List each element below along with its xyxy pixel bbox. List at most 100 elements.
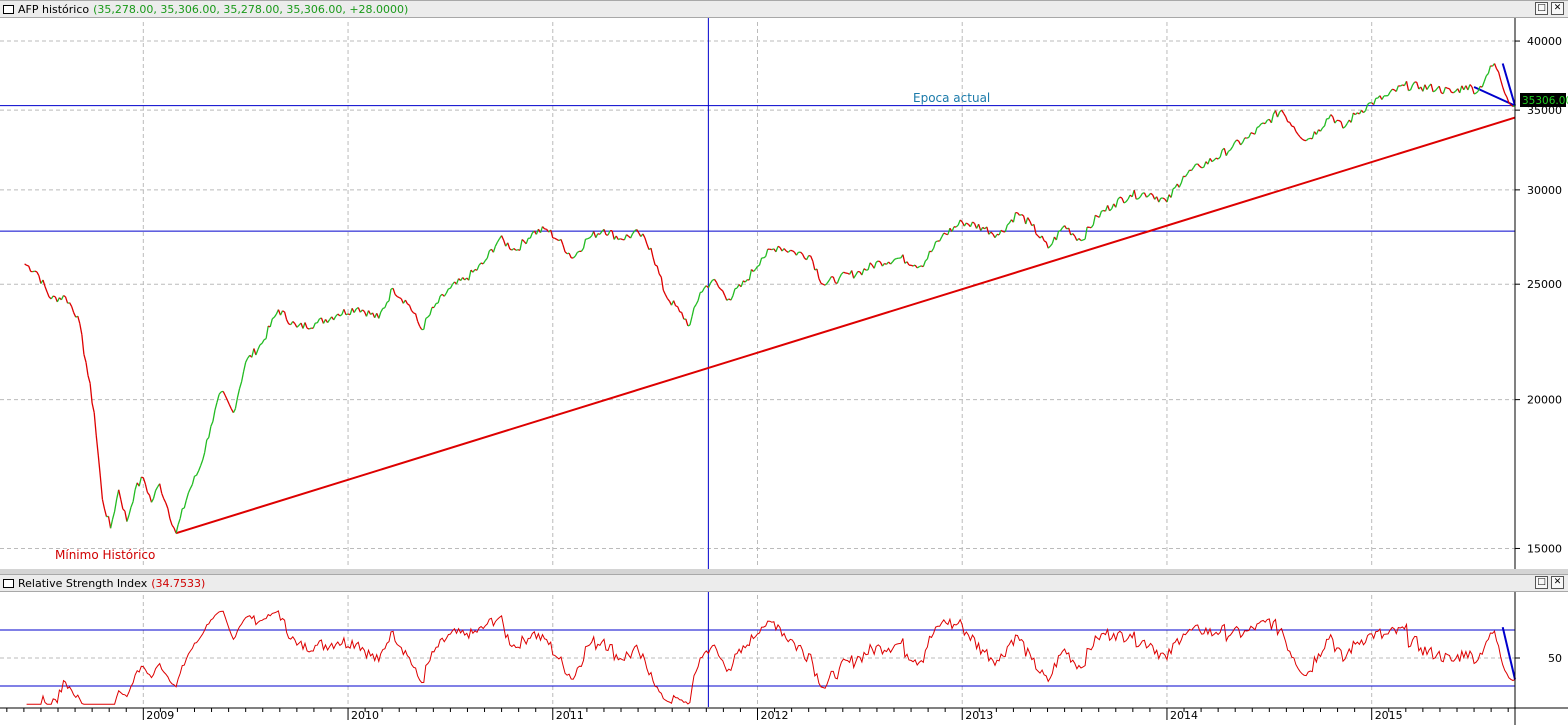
price-segment (1036, 234, 1038, 236)
price-segment (1431, 84, 1433, 92)
price-segment (135, 483, 137, 490)
rsi-pane-menu-icon[interactable] (3, 579, 14, 588)
price-segment (923, 261, 925, 267)
price-segment (1048, 246, 1050, 248)
price-segment (82, 335, 84, 354)
price-segment (563, 245, 565, 252)
price-segment (1018, 213, 1020, 216)
price-segment (102, 499, 104, 508)
price-segment (1331, 115, 1333, 117)
price-segment (1306, 139, 1308, 141)
price-segment (131, 502, 133, 507)
price-segment (565, 252, 567, 254)
price-segment (735, 288, 737, 289)
price-segment (141, 477, 143, 478)
price-segment (258, 345, 260, 350)
price-segment (868, 263, 870, 270)
pane-menu-icon[interactable] (3, 5, 14, 14)
price-segment (680, 312, 682, 313)
price-segment (45, 287, 47, 293)
price-pane-values: (35,278.00, 35,306.00, 35,278.00, 35,306… (93, 3, 408, 16)
price-segment (541, 227, 543, 233)
price-segment (1046, 242, 1048, 248)
price-segment (692, 308, 694, 317)
price-segment (575, 252, 577, 256)
price-segment (156, 487, 158, 491)
price-segment (1290, 122, 1292, 126)
price-segment (925, 259, 927, 261)
price-segment (895, 259, 897, 260)
price-segment (172, 525, 174, 528)
price-segment (1028, 218, 1030, 221)
price-segment (1022, 215, 1024, 216)
price-segment (1271, 114, 1273, 123)
price-segment (1294, 127, 1296, 132)
price-segment (844, 272, 846, 273)
price-segment (125, 511, 127, 521)
price-segment (991, 232, 993, 234)
price-segment (448, 288, 450, 289)
price-segment (152, 499, 154, 503)
price-segment (1233, 143, 1235, 147)
price-segment (803, 254, 805, 258)
price-segment (1230, 147, 1232, 150)
price-segment (811, 256, 813, 261)
price-segment (1323, 126, 1325, 128)
price-segment (309, 328, 311, 329)
price-segment (1251, 133, 1253, 134)
price-segment (1220, 150, 1222, 157)
price-segment (350, 308, 352, 315)
price-segment (1200, 166, 1202, 168)
price-segment (915, 265, 917, 268)
price-segment (184, 500, 186, 508)
price-segment (305, 323, 307, 329)
price-segment (493, 246, 495, 252)
price-segment (407, 304, 409, 306)
price-segment (1443, 87, 1445, 93)
price-segment (721, 289, 723, 291)
price-segment (784, 249, 786, 251)
close-button[interactable]: ✕ (1551, 2, 1564, 15)
price-segment (827, 280, 829, 283)
price-segment (379, 312, 381, 318)
price-segment (561, 239, 563, 245)
restore-button[interactable]: □ (1535, 2, 1548, 15)
price-segment (1427, 86, 1429, 89)
price-segment (1288, 122, 1290, 123)
price-segment (1409, 90, 1411, 91)
price-segment (874, 262, 876, 268)
price-segment (555, 238, 557, 239)
price-segment (1396, 86, 1398, 92)
price-segment (1296, 131, 1298, 134)
price-segment (498, 239, 500, 242)
price-segment (1501, 80, 1503, 87)
rsi-restore-button[interactable]: □ (1535, 576, 1548, 589)
price-segment (100, 476, 102, 499)
price-segment (92, 403, 94, 413)
price-segment (655, 265, 657, 266)
price-segment (878, 261, 880, 262)
price-segment (227, 400, 229, 405)
price-segment (934, 242, 936, 248)
price-segment (813, 261, 815, 270)
price-segment (207, 438, 209, 440)
price-segment (1302, 139, 1304, 140)
price-segment (283, 311, 285, 312)
price-segment (70, 303, 72, 307)
price-segment (360, 310, 362, 312)
price-segment (749, 270, 751, 281)
price-segment (631, 234, 633, 238)
price-segment (856, 272, 858, 275)
rsi-close-button[interactable]: ✕ (1551, 576, 1564, 589)
price-segment (1093, 215, 1095, 225)
price-segment (127, 515, 129, 522)
price-ytick-label: 20000 (1527, 394, 1562, 407)
price-segment (88, 375, 90, 383)
price-segment (731, 296, 733, 300)
price-segment (1495, 64, 1497, 69)
price-segment (1007, 223, 1009, 225)
